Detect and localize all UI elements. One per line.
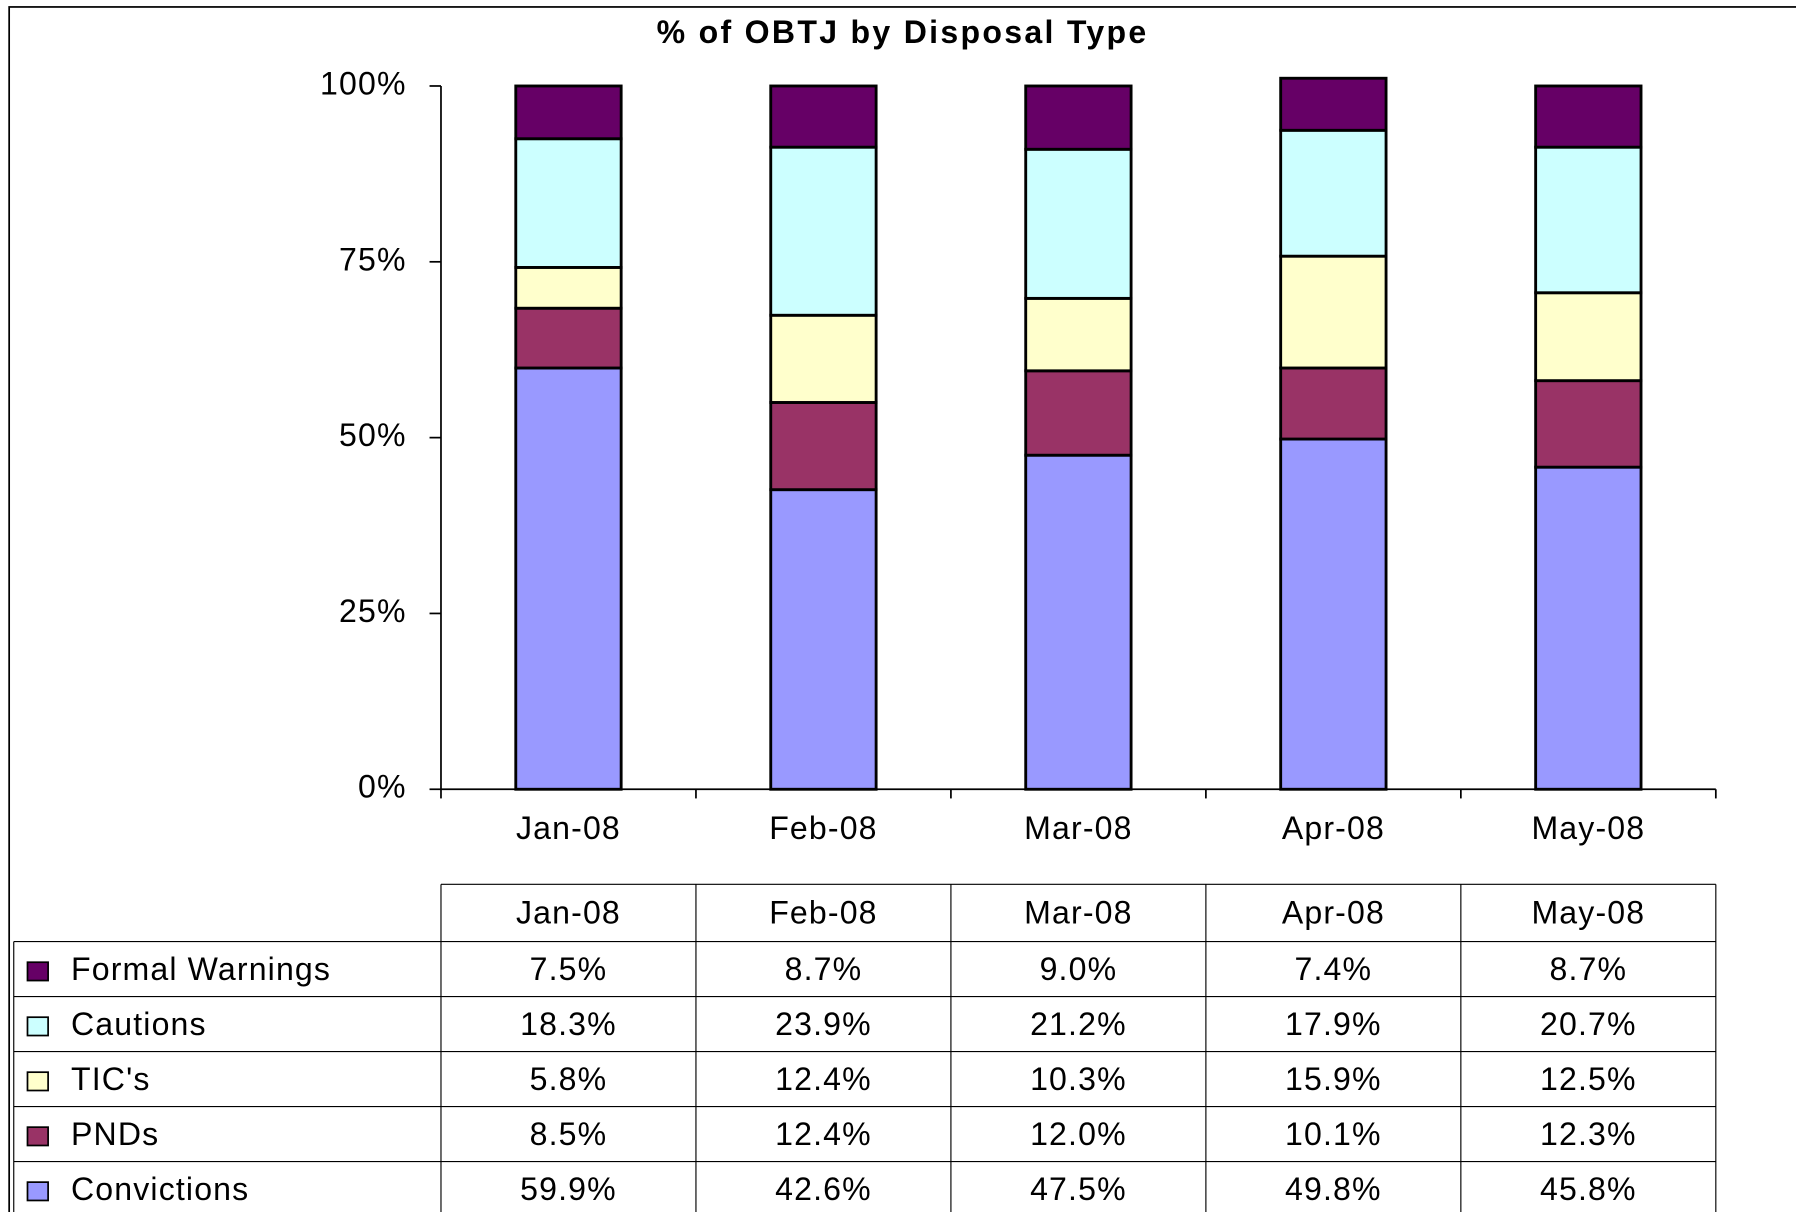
table-value: 23.9% bbox=[775, 1006, 872, 1042]
bar-segment bbox=[1534, 465, 1643, 791]
chart-title: % of OBTJ by Disposal Type bbox=[657, 14, 1149, 50]
table-header: May-08 bbox=[1531, 895, 1645, 931]
legend-swatch bbox=[26, 1181, 49, 1202]
table-value: 20.7% bbox=[1540, 1006, 1637, 1042]
bar-segment bbox=[514, 84, 623, 141]
legend-swatch bbox=[26, 961, 49, 982]
y-tick-label: 75% bbox=[339, 241, 407, 277]
table-value: 21.2% bbox=[1030, 1006, 1127, 1042]
bar-segment bbox=[514, 306, 623, 370]
x-tick-label: May-08 bbox=[1531, 810, 1645, 846]
table-value: 8.7% bbox=[785, 951, 863, 987]
bar-segment bbox=[1534, 84, 1643, 149]
table-value: 10.1% bbox=[1285, 1116, 1382, 1152]
bar-segment bbox=[1534, 291, 1643, 383]
x-tick-label: Mar-08 bbox=[1024, 810, 1132, 846]
table-value: 8.7% bbox=[1550, 951, 1628, 987]
bar-segment bbox=[514, 366, 623, 791]
chart-border bbox=[8, 6, 1796, 1212]
table-value: 10.3% bbox=[1030, 1061, 1127, 1097]
table-value: 9.0% bbox=[1040, 951, 1118, 987]
bar-segment bbox=[1024, 369, 1133, 457]
legend-swatch bbox=[26, 1071, 49, 1092]
table-value: 12.0% bbox=[1030, 1116, 1127, 1152]
legend-label: Convictions bbox=[71, 1171, 249, 1207]
y-tick-label: 50% bbox=[339, 417, 407, 453]
table-value: 45.8% bbox=[1540, 1171, 1637, 1207]
legend-label: PNDs bbox=[71, 1116, 159, 1152]
bar-segment bbox=[1024, 84, 1133, 151]
table-value: 47.5% bbox=[1030, 1171, 1127, 1207]
x-tick-label: Feb-08 bbox=[769, 810, 877, 846]
table-value: 12.4% bbox=[775, 1116, 872, 1152]
legend-label: TIC's bbox=[71, 1061, 151, 1097]
table-value: 17.9% bbox=[1285, 1006, 1382, 1042]
table-header: Jan-08 bbox=[516, 895, 621, 931]
table-value: 42.6% bbox=[775, 1171, 872, 1207]
legend-label: Formal Warnings bbox=[71, 951, 331, 987]
table-value: 5.8% bbox=[530, 1061, 608, 1097]
table-value: 15.9% bbox=[1285, 1061, 1382, 1097]
table-value: 12.5% bbox=[1540, 1061, 1637, 1097]
bar-segment bbox=[769, 488, 878, 791]
table-header: Mar-08 bbox=[1024, 895, 1132, 931]
y-tick-label: 25% bbox=[339, 593, 407, 629]
table-value: 49.8% bbox=[1285, 1171, 1382, 1207]
table-value: 7.5% bbox=[530, 951, 608, 987]
bar-segment bbox=[769, 313, 878, 404]
table-value: 12.4% bbox=[775, 1061, 872, 1097]
bar-segment bbox=[1534, 379, 1643, 469]
table-value: 12.3% bbox=[1540, 1116, 1637, 1152]
bar-segment bbox=[1279, 254, 1388, 370]
bar-segment bbox=[769, 401, 878, 492]
table-value: 59.9% bbox=[520, 1171, 617, 1207]
bar-segment bbox=[1279, 128, 1388, 258]
bar-segment bbox=[769, 145, 878, 317]
table-header: Feb-08 bbox=[769, 895, 877, 931]
legend-swatch bbox=[26, 1126, 49, 1147]
bar-segment bbox=[1024, 147, 1133, 300]
bar-segment bbox=[1024, 453, 1133, 791]
legend-label: Cautions bbox=[71, 1006, 207, 1042]
bar-segment bbox=[1279, 437, 1388, 791]
y-tick-label: 0% bbox=[358, 769, 407, 805]
bar-segment bbox=[514, 265, 623, 310]
table-value: 8.5% bbox=[530, 1116, 608, 1152]
table-header: Apr-08 bbox=[1282, 895, 1385, 931]
legend-swatch bbox=[26, 1016, 49, 1037]
x-tick-label: Jan-08 bbox=[516, 810, 621, 846]
bar-segment bbox=[1279, 76, 1388, 132]
bar-segment bbox=[1279, 366, 1388, 441]
bar-segment bbox=[514, 137, 623, 269]
bar-segment bbox=[1534, 145, 1643, 295]
bar-segment bbox=[1024, 296, 1133, 373]
bar-segment bbox=[769, 84, 878, 149]
x-tick-label: Apr-08 bbox=[1282, 810, 1385, 846]
table-value: 18.3% bbox=[520, 1006, 617, 1042]
y-tick-label: 100% bbox=[320, 65, 407, 101]
table-value: 7.4% bbox=[1295, 951, 1373, 987]
